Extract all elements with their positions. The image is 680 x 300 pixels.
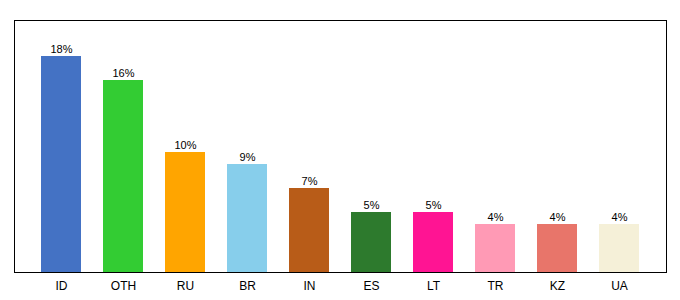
- svg-text:TR: TR: [488, 279, 504, 293]
- svg-text:4%: 4%: [488, 211, 504, 223]
- svg-text:10%: 10%: [174, 139, 196, 151]
- svg-text:4%: 4%: [550, 211, 566, 223]
- svg-text:ID: ID: [56, 279, 68, 293]
- svg-text:UA: UA: [611, 279, 628, 293]
- svg-text:18%: 18%: [50, 43, 72, 55]
- svg-text:ES: ES: [363, 279, 379, 293]
- svg-text:RU: RU: [177, 279, 194, 293]
- svg-text:BR: BR: [239, 279, 256, 293]
- svg-text:OTH: OTH: [111, 279, 136, 293]
- svg-text:IN: IN: [304, 279, 316, 293]
- svg-text:LT: LT: [427, 279, 441, 293]
- svg-text:5%: 5%: [426, 199, 442, 211]
- svg-text:5%: 5%: [364, 199, 380, 211]
- svg-text:KZ: KZ: [550, 279, 565, 293]
- svg-text:4%: 4%: [612, 211, 628, 223]
- svg-text:7%: 7%: [302, 175, 318, 187]
- svg-text:16%: 16%: [112, 67, 134, 79]
- svg-text:9%: 9%: [240, 151, 256, 163]
